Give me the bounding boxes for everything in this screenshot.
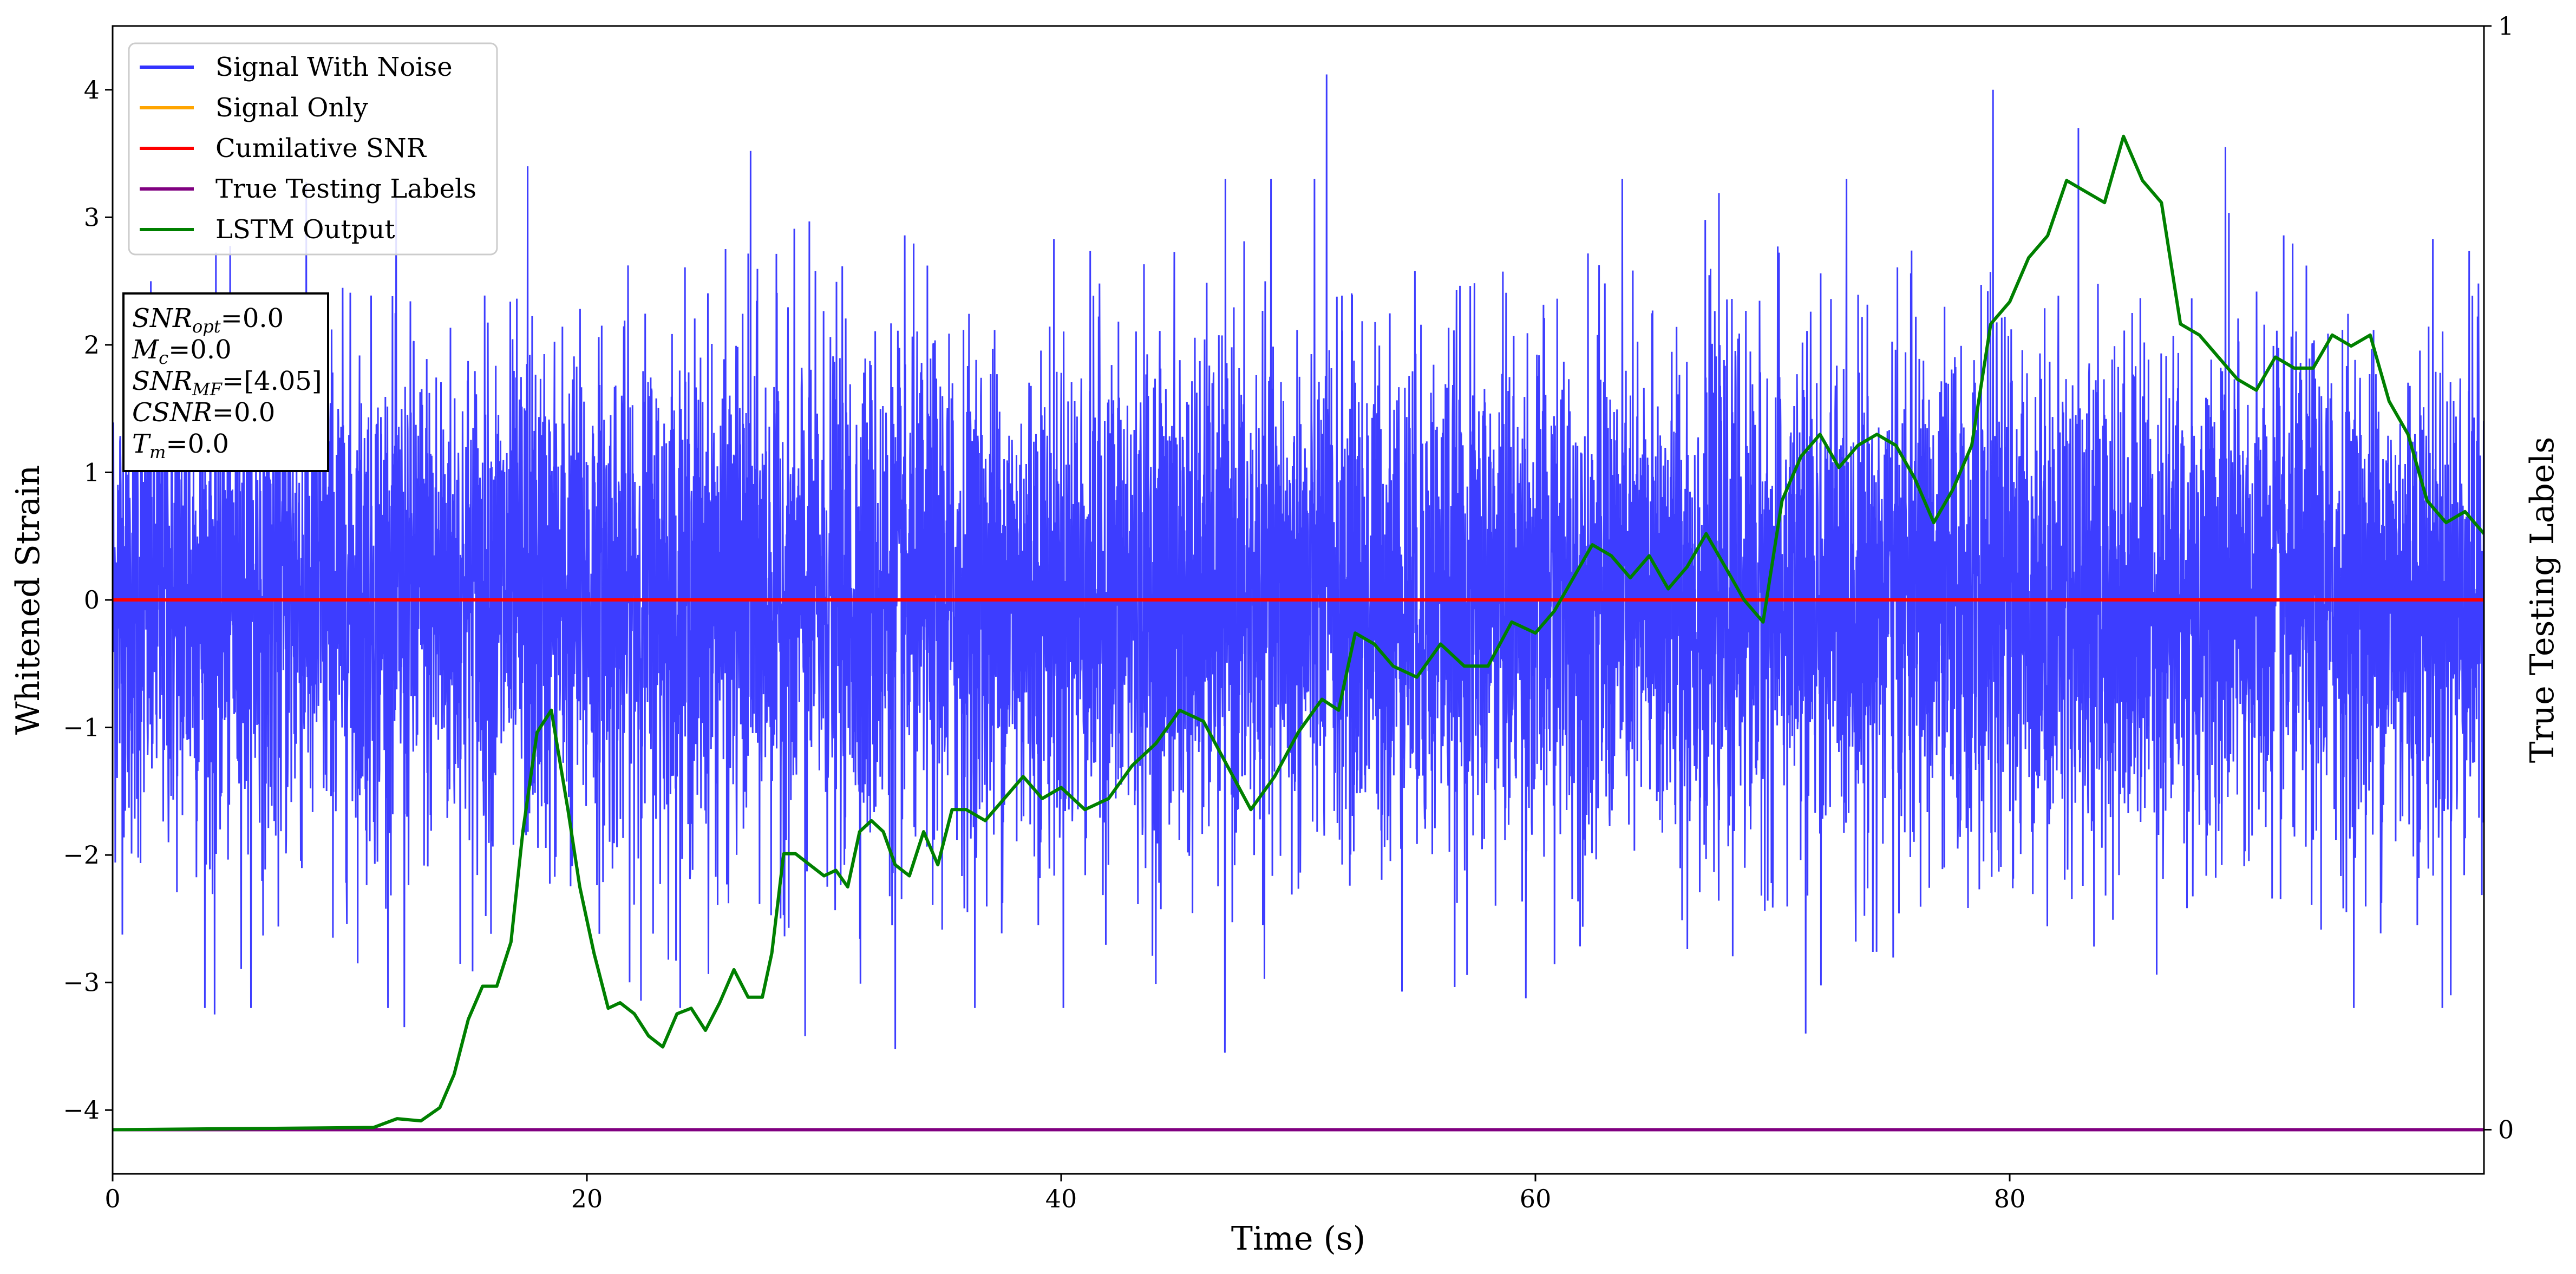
- y-right-tick-label: 1: [2498, 11, 2514, 41]
- y-tick-label: −2: [63, 840, 100, 870]
- legend-box: [128, 42, 498, 256]
- y-tick-label: 4: [84, 75, 100, 104]
- y-tick-label: 2: [84, 330, 100, 360]
- signal-with-noise-line: [113, 74, 2484, 1053]
- annotation-line: SNRopt=0.0: [132, 303, 284, 337]
- lstm-output-line: [113, 134, 2484, 1132]
- legend-label: LSTM Output: [215, 214, 395, 245]
- y-tick-label: −4: [63, 1095, 100, 1125]
- legend-label: Cumilative SNR: [215, 133, 427, 164]
- y-tick-label: −3: [63, 968, 100, 997]
- x-tick-label: 0: [104, 1184, 120, 1213]
- y-tick-label: 3: [84, 202, 100, 232]
- annotation-line: Tm=0.0: [132, 429, 229, 462]
- annotation-frame: [122, 292, 329, 472]
- annotation-box: SNRopt=0.0Mc=0.0SNRMF=[4.05]CSNR=0.0Tm=0…: [122, 292, 329, 472]
- x-tick-label: 80: [1994, 1184, 2026, 1213]
- legend-label: True Testing Labels: [215, 174, 476, 204]
- signal-with-noise-series: [113, 74, 2484, 1053]
- y-axis-right-title: True Testing Labels: [2523, 437, 2561, 763]
- x-tick-label: 60: [1520, 1184, 1552, 1213]
- y-tick-label: 0: [84, 585, 100, 615]
- y-tick-label: −1: [63, 713, 100, 742]
- x-tick-label: 40: [1045, 1184, 1077, 1213]
- legend: Signal With Noise Signal Only Cumilative S…: [128, 42, 498, 256]
- annotation-line: Mc=0.0: [132, 335, 232, 368]
- y-axis-title: Whitened Strain: [9, 465, 47, 735]
- legend-label: Signal Only: [215, 93, 368, 123]
- annotation-line: SNRMF=[4.05]: [132, 366, 322, 400]
- y-tick-label: 1: [84, 458, 100, 487]
- annotation-line: CSNR=0.0: [132, 397, 275, 428]
- legend-label: Signal With Noise: [215, 52, 453, 82]
- x-tick-label: 20: [571, 1184, 603, 1213]
- x-axis-title: Time (s): [1231, 1220, 1365, 1258]
- y-right-tick-label: 0: [2498, 1115, 2514, 1144]
